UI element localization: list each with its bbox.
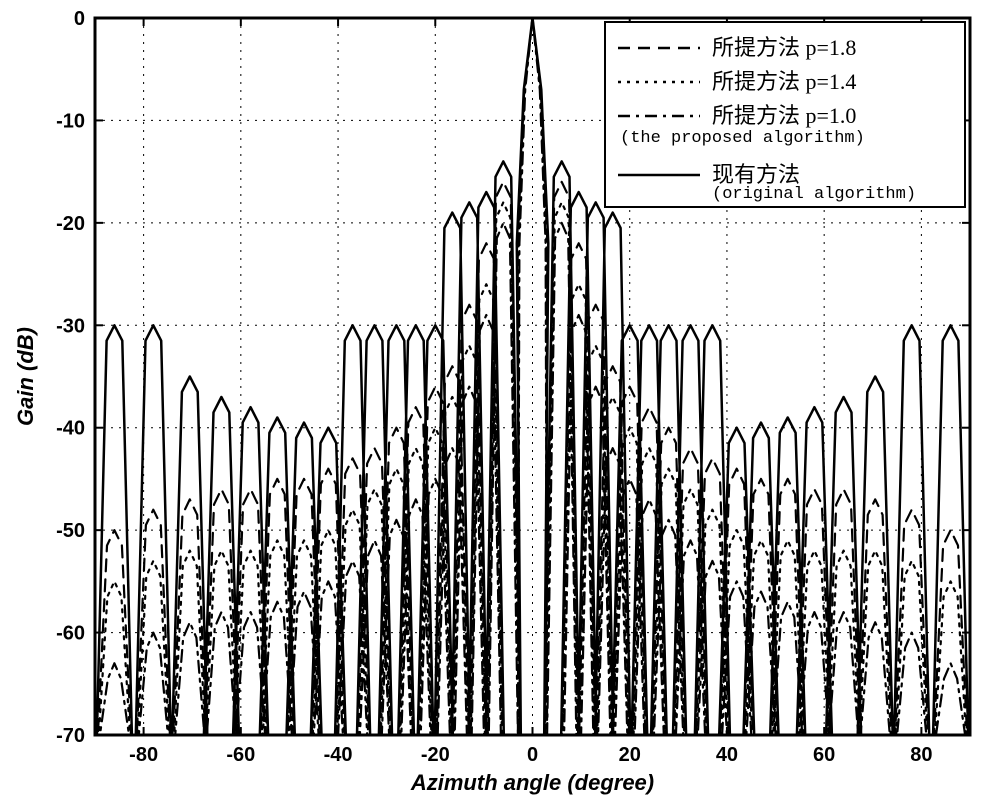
legend-label-3: 现有方法 (712, 162, 800, 187)
svg-text:-40: -40 (324, 744, 353, 766)
svg-text:0: 0 (527, 744, 538, 766)
svg-text:60: 60 (813, 744, 835, 766)
svg-text:-30: -30 (56, 315, 85, 337)
svg-text:-20: -20 (56, 213, 85, 235)
legend: 所提方法 p=1.8 所提方法 p=1.4 所提方法 p=1.0 现有方法 (the p… (605, 22, 965, 207)
svg-text:-40: -40 (56, 418, 85, 440)
svg-text:40: 40 (716, 744, 738, 766)
legend-label-2: 所提方法 p=1.0 (712, 103, 856, 128)
legend-label-0: 所提方法 p=1.8 (712, 35, 856, 60)
svg-text:-50: -50 (56, 520, 85, 542)
legend-sub-en-1: (the proposed algorithm) (620, 129, 865, 148)
svg-text:-20: -20 (421, 744, 450, 766)
legend-sub-en-2: (original algorithm) (712, 185, 916, 204)
beam-pattern-chart: -80 -60 -40 -20 0 20 40 60 80 -70 -60 -50 -40 -30 -20 -… (0, 0, 1000, 802)
svg-text:-60: -60 (56, 623, 85, 645)
svg-text:80: 80 (910, 744, 932, 766)
svg-text:-60: -60 (226, 744, 255, 766)
svg-text:-10: -10 (56, 110, 85, 132)
svg-text:20: 20 (619, 744, 641, 766)
svg-text:-80: -80 (129, 744, 158, 766)
legend-label-1: 所提方法 p=1.4 (712, 69, 856, 94)
svg-text:-70: -70 (56, 725, 85, 747)
chart-svg: -80 -60 -40 -20 0 20 40 60 80 -70 -60 -50 -40 -30 -20 -… (0, 0, 1000, 802)
x-axis-label: Azimuth angle (degree) (410, 770, 654, 795)
svg-text:0: 0 (74, 8, 85, 30)
y-axis-label: Gain (dB) (13, 327, 38, 426)
